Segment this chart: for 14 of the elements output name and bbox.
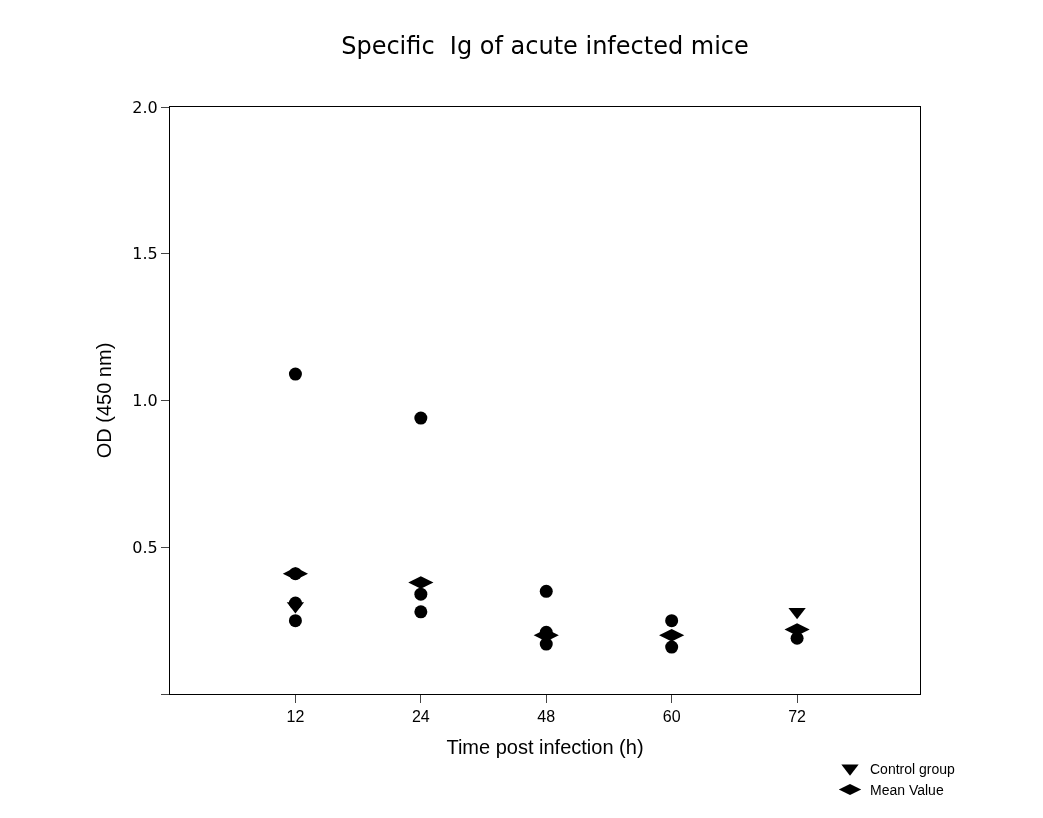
x-tick-label: 24 [411, 708, 430, 726]
x-tick-label: 48 [537, 708, 556, 726]
x-tick-label: 60 [662, 708, 681, 726]
y-tick-label: 1.5 [132, 244, 158, 264]
y-tick-label: 1.0 [132, 391, 158, 411]
x-tick-label: 72 [788, 708, 807, 726]
x-tick-label: 12 [286, 708, 305, 726]
x-axis-title: Time post infection (h) [446, 735, 644, 758]
legend-label: Mean Value [870, 781, 944, 798]
legend-label: Control group [870, 760, 956, 777]
chart-title: Specific Ig of acute infected mice [341, 31, 749, 60]
y-axis-title: OD (450 nm) [92, 342, 115, 459]
y-tick-label: 0.5 [132, 537, 158, 557]
y-tick-label: 2.0 [132, 97, 158, 117]
